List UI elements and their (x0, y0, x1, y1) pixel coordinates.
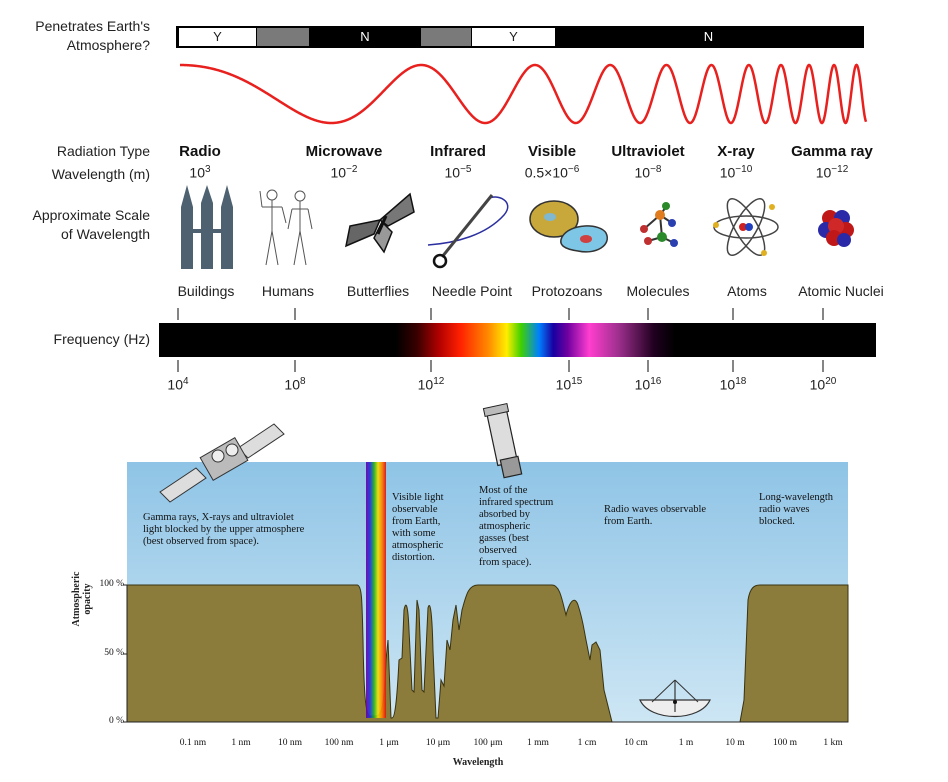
type-microwave: Microwave (305, 143, 383, 160)
x-tick-1km: 1 km (823, 738, 843, 748)
type-infrared: Infrared (430, 143, 486, 160)
segment-y-1: Y (179, 28, 256, 46)
y-tick-100: 100 % (99, 579, 124, 589)
segment-n-2: N (703, 29, 714, 44)
radiation-type-label: Radiation Type (56, 143, 150, 159)
visible-light-band (366, 462, 386, 718)
wavelength-microwave: 10−2 (330, 164, 358, 181)
x-tick-1mm: 1 mm (527, 738, 549, 748)
scale-label: Approximate Scale of Wavelength (32, 207, 150, 242)
wavelength-xray: 10−10 (719, 164, 753, 181)
note-infrared: Most of the infrared spectrum absorbed b… (479, 485, 554, 568)
humans-icon (259, 189, 313, 266)
segment-gray-1 (257, 28, 309, 46)
wave-graphic (180, 63, 868, 125)
frequency-label: Frequency (Hz) (53, 331, 150, 347)
type-xray: X-ray (717, 143, 755, 160)
scale-molecules: Molecules (626, 283, 690, 299)
needle-icon (427, 194, 509, 269)
freq-tick-1e12: 1012 (417, 376, 445, 393)
satellite-icon (159, 423, 285, 503)
scale-atoms: Atoms (727, 283, 767, 299)
penetrates-label: Penetrates Earth's Atmosphere? (35, 18, 150, 53)
wavelength-ultraviolet: 10−8 (634, 164, 662, 181)
molecule-icon (640, 202, 678, 247)
scale-protozoans: Protozoans (531, 283, 603, 299)
y-tick-0: 0 % (108, 716, 124, 726)
x-tick-100um: 100 μm (473, 738, 503, 748)
x-axis-label: Wavelength (452, 757, 504, 768)
x-tick-0.1nm: 0.1 nm (179, 738, 207, 748)
frequency-ticks (177, 308, 824, 372)
x-tick-100m: 100 m (772, 738, 797, 748)
type-radio: Radio (179, 143, 221, 160)
note-visible: Visible light observable from Earth, wit… (392, 492, 444, 563)
space-telescope-icon (482, 402, 523, 479)
segment-gray-2 (421, 28, 471, 46)
note-long-wavelength: Long-wavelength radio waves blocked. (759, 492, 834, 527)
wavelength-radio: 103 (189, 164, 211, 181)
wavelength-visible: 0.5×10−6 (524, 164, 580, 181)
y-axis-label: Atmospheric opacity (71, 571, 93, 627)
protozoa-icon (529, 200, 609, 253)
freq-tick-1e16: 1016 (634, 376, 662, 393)
wavelength-infrared: 10−5 (444, 164, 472, 181)
x-tick-1cm: 1 cm (577, 738, 597, 748)
scale-butterflies: Butterflies (346, 283, 410, 299)
frequency-spectrum-bar (159, 323, 876, 357)
freq-tick-1e4: 104 (167, 376, 189, 393)
type-ultraviolet: Ultraviolet (611, 143, 685, 160)
type-visible: Visible (527, 143, 577, 160)
wavelength-label: Wavelength (m) (51, 166, 150, 182)
butterfly-icon (344, 192, 415, 254)
y-tick-50: 50 % (104, 648, 124, 658)
type-gamma: Gamma ray (791, 143, 873, 160)
nucleus-icon (818, 210, 854, 247)
atom-icon (713, 197, 779, 257)
x-tick-10um: 10 μm (425, 738, 451, 748)
wavelength-gamma: 10−12 (815, 164, 849, 181)
x-tick-1m: 1 m (678, 738, 694, 748)
scale-atomic-nuclei: Atomic Nuclei (798, 283, 884, 299)
x-tick-1nm: 1 nm (231, 738, 251, 748)
x-tick-10nm: 10 nm (277, 738, 302, 748)
freq-tick-1e18: 1018 (719, 376, 747, 393)
freq-tick-1e15: 1015 (555, 376, 583, 393)
segment-n-1: N (360, 29, 370, 44)
segment-y-2: Y (472, 28, 555, 46)
note-radio: Radio waves observable from Earth. (604, 504, 707, 527)
opacity-diagram (123, 402, 849, 723)
x-tick-1um: 1 μm (379, 738, 399, 748)
x-tick-10m: 10 m (725, 738, 745, 748)
freq-tick-1e8: 108 (284, 376, 306, 393)
x-tick-10cm: 10 cm (624, 738, 648, 748)
scale-humans: Humans (261, 283, 315, 299)
scale-needle-point: Needle Point (431, 283, 513, 299)
note-gamma-xray-uv: Gamma rays, X-rays and ultraviolet light… (143, 512, 305, 547)
radio-dish-icon (639, 679, 711, 718)
x-tick-100nm: 100 nm (324, 738, 354, 748)
buildings-icon (181, 185, 233, 269)
freq-tick-1e20: 1020 (809, 376, 837, 393)
scale-buildings: Buildings (177, 283, 235, 299)
